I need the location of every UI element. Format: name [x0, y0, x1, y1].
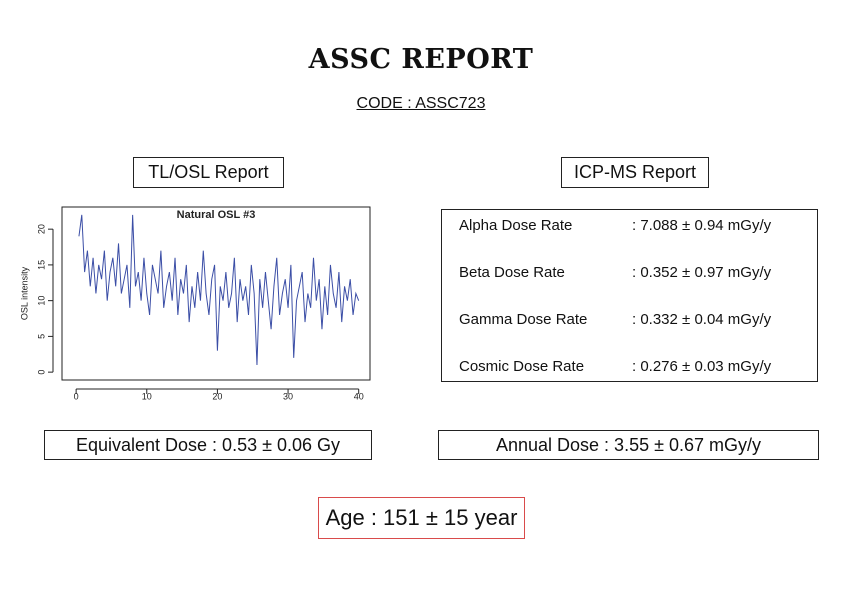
plot-frame [61, 206, 371, 381]
x-tick-label: 0 [74, 391, 79, 401]
y-tick-label: 0 [36, 370, 46, 375]
y-tick-label: 10 [36, 296, 46, 306]
x-tick-label: 20 [212, 391, 222, 401]
row-label: Alpha Dose Rate [459, 217, 573, 234]
y-tick-label: 20 [36, 224, 46, 234]
x-tick-label: 10 [142, 391, 152, 401]
y-tick-label: 15 [36, 260, 46, 270]
age-result: Age : 151 ± 15 year [318, 497, 525, 539]
icp-ms-table [441, 209, 818, 382]
chart-title: Natural OSL #3 [177, 209, 256, 221]
row-value: : 0.352 ± 0.97 mGy/y [632, 264, 772, 281]
x-tick-label: 40 [354, 391, 364, 401]
row-value: : 7.088 ± 0.94 mGy/y [632, 217, 772, 234]
icp-ms-heading: ICP-MS Report [561, 157, 709, 188]
row-label: Beta Dose Rate [459, 264, 565, 281]
y-axis-label: OSL intensity [19, 266, 29, 320]
equivalent-dose: Equivalent Dose : 0.53 ± 0.06 Gy [44, 430, 372, 460]
report-code: CODE : ASSC723 [356, 95, 486, 112]
row-label: Gamma Dose Rate [459, 311, 588, 328]
osl-line [78, 214, 360, 366]
row-value: : 0.332 ± 0.04 mGy/y [632, 311, 772, 328]
report-title: ASSC REPORT [308, 44, 534, 75]
annual-dose: Annual Dose : 3.55 ± 0.67 mGy/y [438, 430, 819, 460]
row-label: Cosmic Dose Rate [459, 358, 585, 375]
row-value: : 0.276 ± 0.03 mGy/y [632, 358, 772, 375]
y-tick-label: 5 [36, 334, 46, 339]
tl-osl-heading: TL/OSL Report [133, 157, 284, 188]
x-tick-label: 30 [283, 391, 293, 401]
